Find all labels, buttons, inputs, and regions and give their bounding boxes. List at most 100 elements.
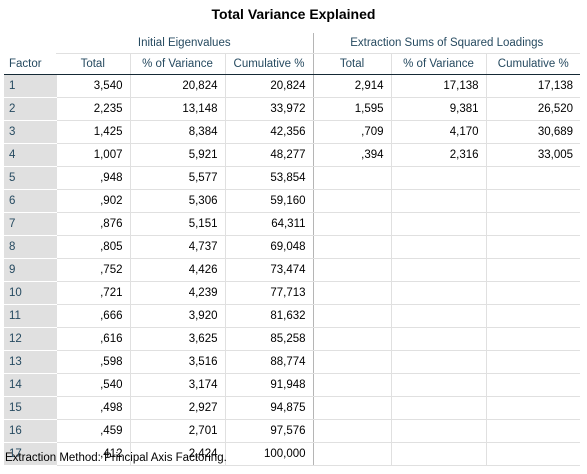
cell-initial-pct-variance: 2,927 bbox=[129, 396, 225, 420]
cell-initial-total: 1,425 bbox=[55, 120, 130, 144]
table-body: 1 3,540 20,824 20,824 2,914 17,138 17,138 2 2,23… bbox=[4, 74, 581, 466]
cell-initial-pct-variance: 2,424 bbox=[129, 442, 225, 466]
table-row: 2 2,235 13,148 33,972 1,595 9,381 26,520 bbox=[4, 97, 581, 121]
table-row: 15,498 2,927 94,875 bbox=[4, 396, 581, 420]
cell-initial-total: ,616 bbox=[55, 327, 130, 351]
cell-extraction-cumulative bbox=[485, 189, 581, 213]
cell-extraction-pct-variance bbox=[390, 235, 487, 259]
cell-initial-total: 2,235 bbox=[55, 97, 130, 121]
cell-extraction-total bbox=[312, 350, 392, 374]
cell-extraction-total bbox=[312, 327, 392, 351]
cell-initial-pct-variance: 5,921 bbox=[129, 143, 225, 167]
cell-initial-pct-variance: 5,306 bbox=[129, 189, 225, 213]
cell-initial-pct-variance: 5,577 bbox=[129, 166, 225, 190]
cell-extraction-total bbox=[312, 373, 392, 397]
col-header-extraction-total: Total bbox=[312, 53, 392, 75]
cell-initial-total: ,598 bbox=[55, 350, 130, 374]
table-row: 11,666 3,920 81,632 bbox=[4, 304, 581, 328]
col-header-initial-cumulative: Cumulative % bbox=[224, 53, 314, 75]
cell-initial-cumulative: 69,048 bbox=[224, 235, 314, 259]
table-row: 9,752 4,426 73,474 bbox=[4, 258, 581, 282]
factor-label: 3 bbox=[4, 120, 56, 144]
col-header-initial-pct-variance: % of Variance bbox=[129, 53, 225, 75]
cell-extraction-pct-variance: 9,381 bbox=[390, 97, 487, 121]
cell-initial-total: ,752 bbox=[55, 258, 130, 282]
cell-extraction-cumulative bbox=[485, 166, 581, 190]
cell-extraction-cumulative bbox=[485, 281, 581, 305]
factor-label: 11 bbox=[4, 304, 56, 328]
cell-initial-cumulative: 88,774 bbox=[224, 350, 314, 374]
cell-extraction-cumulative bbox=[485, 304, 581, 328]
cell-extraction-total bbox=[312, 258, 392, 282]
cell-extraction-pct-variance bbox=[390, 419, 487, 443]
factor-label: 8 bbox=[4, 235, 56, 259]
cell-initial-pct-variance: 2,701 bbox=[129, 419, 225, 443]
cell-initial-cumulative: 42,356 bbox=[224, 120, 314, 144]
cell-extraction-total bbox=[312, 396, 392, 420]
cell-extraction-pct-variance: 4,170 bbox=[390, 120, 487, 144]
cell-extraction-total bbox=[312, 304, 392, 328]
cell-initial-total: ,498 bbox=[55, 396, 130, 420]
factor-label: 1 bbox=[4, 74, 56, 98]
cell-initial-cumulative: 85,258 bbox=[224, 327, 314, 351]
table-row: 3 1,425 8,384 42,356,709 4,170 30,689 bbox=[4, 120, 581, 144]
factor-label: 12 bbox=[4, 327, 56, 351]
cell-extraction-cumulative bbox=[485, 350, 581, 374]
cell-initial-pct-variance: 5,151 bbox=[129, 212, 225, 236]
cell-extraction-total bbox=[312, 166, 392, 190]
cell-extraction-pct-variance bbox=[390, 442, 487, 466]
cell-extraction-cumulative bbox=[485, 373, 581, 397]
cell-extraction-cumulative: 30,689 bbox=[485, 120, 581, 144]
cell-extraction-cumulative bbox=[485, 235, 581, 259]
cell-initial-cumulative: 100,000 bbox=[224, 442, 314, 466]
variance-table: Factor Initial Eigenvalues Extraction Su… bbox=[4, 33, 581, 466]
cell-initial-cumulative: 94,875 bbox=[224, 396, 314, 420]
col-header-initial-total: Total bbox=[56, 53, 130, 75]
factor-label: 14 bbox=[4, 373, 56, 397]
cell-extraction-cumulative: 33,005 bbox=[485, 143, 581, 167]
table-row: 8,805 4,737 69,048 bbox=[4, 235, 581, 259]
table-row: 16,459 2,701 97,576 bbox=[4, 419, 581, 443]
cell-initial-pct-variance: 20,824 bbox=[129, 74, 225, 98]
cell-extraction-cumulative: 17,138 bbox=[485, 74, 581, 98]
cell-extraction-total: ,394 bbox=[312, 143, 392, 167]
cell-initial-total: ,948 bbox=[55, 166, 130, 190]
cell-extraction-pct-variance bbox=[390, 189, 487, 213]
table-row: 12,616 3,625 85,258 bbox=[4, 327, 581, 351]
cell-extraction-pct-variance bbox=[390, 258, 487, 282]
cell-extraction-cumulative bbox=[485, 419, 581, 443]
cell-extraction-total bbox=[312, 189, 392, 213]
cell-initial-pct-variance: 3,920 bbox=[129, 304, 225, 328]
factor-label: 9 bbox=[4, 258, 56, 282]
footnote: Extraction Method: Principal Axis Factor… bbox=[5, 452, 227, 464]
cell-extraction-cumulative bbox=[485, 212, 581, 236]
cell-initial-pct-variance: 8,384 bbox=[129, 120, 225, 144]
cell-initial-total: ,721 bbox=[55, 281, 130, 305]
cell-initial-total: ,876 bbox=[55, 212, 130, 236]
cell-extraction-cumulative bbox=[485, 327, 581, 351]
table-row: 13,598 3,516 88,774 bbox=[4, 350, 581, 374]
cell-initial-total: ,666 bbox=[55, 304, 130, 328]
cell-initial-total: ,902 bbox=[55, 189, 130, 213]
cell-extraction-total bbox=[312, 419, 392, 443]
table-row: 14,540 3,174 91,948 bbox=[4, 373, 581, 397]
cell-extraction-pct-variance bbox=[390, 350, 487, 374]
cell-initial-pct-variance: 3,174 bbox=[129, 373, 225, 397]
cell-initial-cumulative: 91,948 bbox=[224, 373, 314, 397]
cell-initial-cumulative: 53,854 bbox=[224, 166, 314, 190]
extraction-sums-header: Extraction Sums of Squared Loadings bbox=[312, 33, 581, 54]
col-header-extraction-cumulative: Cumulative % bbox=[485, 53, 581, 75]
cell-extraction-total bbox=[312, 442, 392, 466]
cell-initial-total: 3,540 bbox=[55, 74, 130, 98]
cell-extraction-cumulative bbox=[485, 396, 581, 420]
cell-extraction-pct-variance bbox=[390, 281, 487, 305]
table-row: 4 1,007 5,921 48,277,394 2,316 33,005 bbox=[4, 143, 581, 167]
cell-initial-pct-variance: 4,737 bbox=[129, 235, 225, 259]
cell-initial-pct-variance: 4,426 bbox=[129, 258, 225, 282]
cell-extraction-pct-variance bbox=[390, 373, 487, 397]
cell-extraction-total: ,709 bbox=[312, 120, 392, 144]
column-header-row: Total % of Variance Cumulative % Total %… bbox=[4, 53, 581, 75]
factor-label: 13 bbox=[4, 350, 56, 374]
cell-initial-cumulative: 73,474 bbox=[224, 258, 314, 282]
factor-label: 17 bbox=[4, 442, 56, 466]
